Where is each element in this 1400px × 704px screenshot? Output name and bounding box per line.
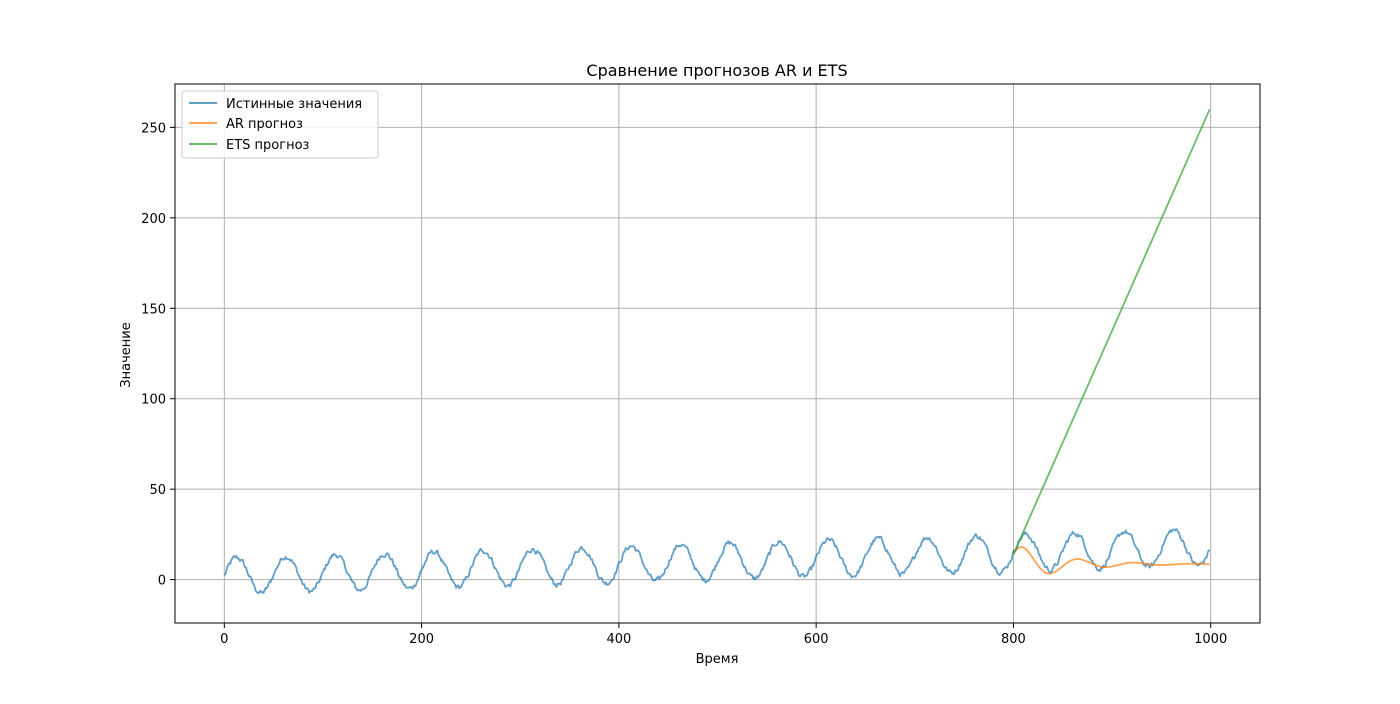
x-axis-label: Время: [696, 652, 739, 667]
grid-lines: [175, 84, 1260, 623]
legend-box: [181, 90, 379, 159]
x-axis-ticks: 0 200 400 600 800 1000: [220, 623, 1227, 647]
series-lines: [223, 108, 1211, 594]
series-line-ar-forecast: [1012, 546, 1210, 575]
y-tick-label: 200: [141, 212, 166, 227]
x-tick-label: 600: [804, 632, 829, 647]
x-tick-label: 1000: [1194, 632, 1227, 647]
chart-title: Сравнение прогнозов AR и ETS: [586, 61, 847, 80]
plot-area: [175, 84, 1260, 623]
y-tick-label: 50: [149, 483, 166, 498]
x-tick-label: 0: [220, 632, 228, 647]
legend-label-true-values: Истинные значения: [226, 97, 362, 112]
legend-label-ets-forecast: ETS прогноз: [226, 138, 310, 153]
legend: Истинные значения AR прогноз ETS прогноз: [181, 90, 379, 159]
y-tick-label: 0: [158, 574, 166, 589]
series-line-true-values: [223, 528, 1211, 594]
y-tick-label: 250: [141, 121, 166, 136]
x-tick-label: 200: [409, 632, 434, 647]
series-line-ets-forecast: [1012, 108, 1211, 555]
y-tick-label: 100: [141, 393, 166, 408]
x-tick-label: 800: [1001, 632, 1026, 647]
y-tick-label: 150: [141, 302, 166, 317]
legend-label-ar-forecast: AR прогноз: [226, 117, 303, 132]
y-axis-ticks: 0 50 100 150 200 250: [141, 121, 175, 589]
x-tick-label: 400: [606, 632, 631, 647]
plot-frame: [174, 83, 1261, 624]
y-axis-label: Значение: [119, 322, 134, 387]
